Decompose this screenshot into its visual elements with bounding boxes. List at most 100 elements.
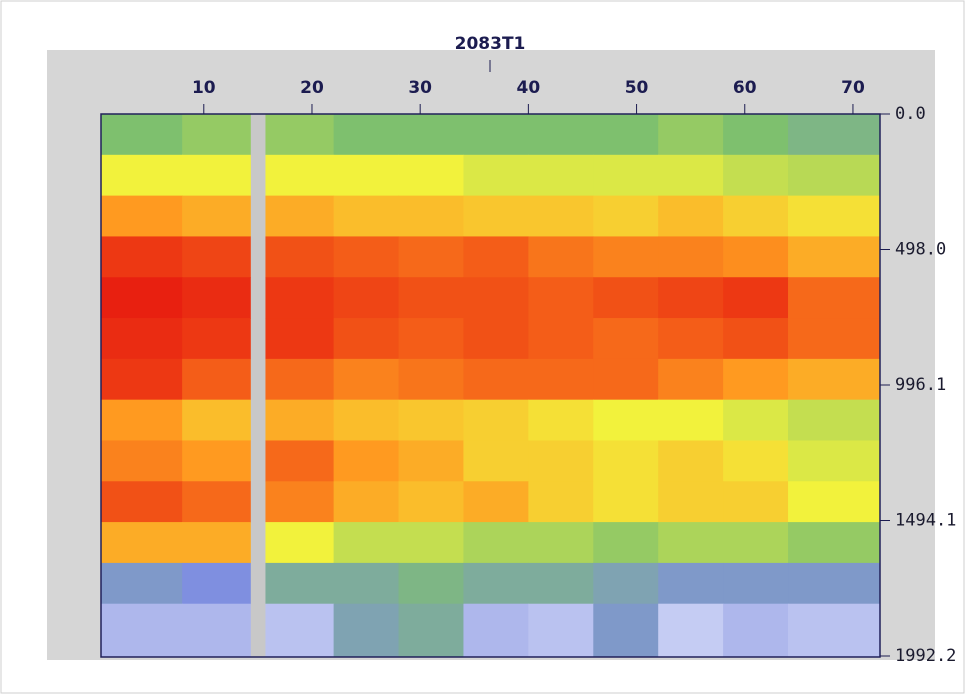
heatmap-cell (528, 604, 593, 657)
heatmap-cell (463, 359, 528, 400)
heatmap-cell (528, 318, 593, 359)
heatmap-cell (788, 563, 880, 604)
heatmap-cell (101, 114, 183, 155)
page: 2083T1 102030405060700.0498.0996.11494.1… (0, 0, 966, 695)
heatmap-cell (593, 318, 658, 359)
heatmap-cell (334, 196, 399, 237)
heatmap-cell (399, 359, 464, 400)
heatmap-cell (334, 481, 399, 522)
heatmap-cell (463, 563, 528, 604)
heatmap-cell (788, 277, 880, 318)
heatmap-cell (723, 563, 788, 604)
heatmap-cell (265, 481, 334, 522)
heatmap-cell (399, 563, 464, 604)
heatmap-cell (399, 440, 464, 481)
heatmap-cell (265, 563, 334, 604)
heatmap-cell (463, 114, 528, 155)
heatmap-cell (593, 236, 658, 277)
heatmap-cell (788, 481, 880, 522)
heatmap-cell (658, 563, 723, 604)
heatmap-cell (101, 196, 183, 237)
heatmap-cell (101, 236, 183, 277)
heatmap-cell (593, 563, 658, 604)
heatmap-cell (658, 440, 723, 481)
heatmap-cell (399, 522, 464, 563)
heatmap-cell (101, 359, 183, 400)
heatmap-cell (788, 236, 880, 277)
heatmap-cell (528, 563, 593, 604)
heatmap-cell (723, 400, 788, 441)
chart-title: 2083T1 (455, 34, 526, 54)
heatmap-cell (528, 522, 593, 563)
heatmap-cell (658, 277, 723, 318)
heatmap-cell (723, 359, 788, 400)
heatmap-cell (399, 481, 464, 522)
heatmap-cell (528, 481, 593, 522)
heatmap-cell (101, 522, 183, 563)
heatmap-cell (399, 277, 464, 318)
heatmap-cell (528, 236, 593, 277)
heatmap-cell (182, 277, 251, 318)
x-tick-label: 70 (841, 78, 865, 98)
heatmap-cell (463, 155, 528, 196)
heatmap-cell (658, 604, 723, 657)
heatmap-cell (101, 318, 183, 359)
heatmap-cell (593, 277, 658, 318)
heatmap-cell (788, 604, 880, 657)
heatmap-cell (593, 359, 658, 400)
heatmap-cell (528, 155, 593, 196)
heatmap-cell (658, 522, 723, 563)
heatmap-cell (265, 604, 334, 657)
x-tick-label: 40 (517, 78, 541, 98)
heatmap-cell (182, 155, 251, 196)
heatmap-cell (593, 114, 658, 155)
x-tick-label: 60 (733, 78, 757, 98)
heatmap (101, 114, 881, 657)
heatmap-cell (399, 400, 464, 441)
heatmap-cell (101, 440, 183, 481)
heatmap-cell (182, 196, 251, 237)
heatmap-cell (463, 522, 528, 563)
heatmap-cell (593, 604, 658, 657)
heatmap-cell (723, 522, 788, 563)
heatmap-cell (334, 604, 399, 657)
heatmap-cell (265, 236, 334, 277)
heatmap-cell (658, 114, 723, 155)
heatmap-cell (658, 318, 723, 359)
heatmap-cell (265, 196, 334, 237)
heatmap-cell (723, 236, 788, 277)
heatmap-cell (463, 604, 528, 657)
heatmap-cell (723, 440, 788, 481)
heatmap-cell (723, 604, 788, 657)
heatmap-cell (528, 359, 593, 400)
heatmap-cell (463, 236, 528, 277)
heatmap-cell (658, 236, 723, 277)
heatmap-cell (265, 318, 334, 359)
y-tick-label: 498.0 (895, 239, 946, 259)
heatmap-cell (658, 155, 723, 196)
heatmap-cell (788, 155, 880, 196)
heatmap-cell (265, 155, 334, 196)
heatmap-cell (528, 114, 593, 155)
heatmap-cell (182, 481, 251, 522)
heatmap-cell (788, 400, 880, 441)
heatmap-cell (334, 563, 399, 604)
heatmap-cell (399, 155, 464, 196)
heatmap-cell (658, 481, 723, 522)
heatmap-cell (658, 196, 723, 237)
heatmap-cell (593, 400, 658, 441)
heatmap-cell (463, 196, 528, 237)
heatmap-cell (463, 440, 528, 481)
heatmap-cell (334, 400, 399, 441)
heatmap-cell (723, 196, 788, 237)
heatmap-cell (265, 440, 334, 481)
heatmap-cell (334, 318, 399, 359)
x-tick-label: 10 (192, 78, 216, 98)
heatmap-cell (723, 155, 788, 196)
heatmap-cell (593, 522, 658, 563)
heatmap-cell (528, 440, 593, 481)
heatmap-cell (723, 277, 788, 318)
heatmap-cell (182, 114, 251, 155)
heatmap-cell (788, 522, 880, 563)
heatmap-cell (334, 440, 399, 481)
